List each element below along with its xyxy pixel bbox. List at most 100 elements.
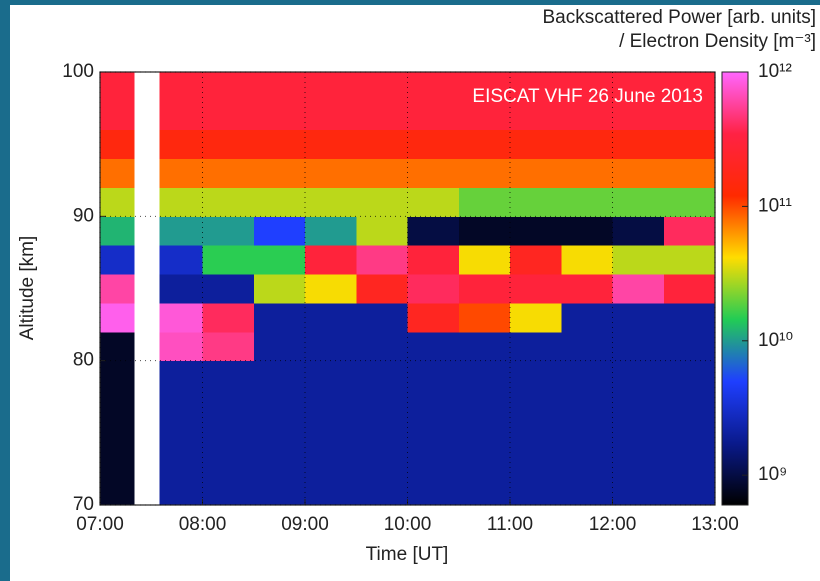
- heatmap-cell: [100, 216, 135, 246]
- heatmap-cell: [458, 360, 511, 391]
- heatmap: [100, 72, 716, 506]
- heatmap-cell: [663, 418, 716, 448]
- heatmap-cell: [202, 274, 255, 304]
- x-tick-label: 11:00: [487, 514, 533, 535]
- heatmap-cell: [202, 187, 255, 217]
- heatmap-cell: [612, 100, 665, 131]
- heatmap-cell: [100, 447, 135, 477]
- heatmap-cell: [612, 360, 665, 391]
- heatmap-cell: [561, 158, 613, 188]
- heatmap-cell: [202, 389, 255, 419]
- heatmap-cell: [510, 418, 562, 448]
- heatmap-cell: [100, 72, 135, 102]
- heatmap-cell: [202, 331, 255, 362]
- heatmap-cell: [407, 360, 460, 391]
- heatmap-cell: [159, 418, 203, 448]
- heatmap-cell: [159, 274, 203, 304]
- heatmap-cell: [458, 187, 511, 217]
- heatmap-cell: [202, 72, 255, 102]
- heatmap-cell: [407, 476, 460, 506]
- heatmap-cell: [356, 100, 408, 131]
- heatmap-cell: [612, 72, 665, 102]
- heatmap-cell: [663, 389, 716, 419]
- heatmap-cell: [253, 158, 306, 188]
- heatmap-cell: [458, 158, 511, 188]
- heatmap-cell: [202, 418, 255, 448]
- heatmap-cell: [253, 447, 306, 477]
- heatmap-cell: [561, 360, 613, 391]
- colorbar-label: Backscattered Power [arb. units]: [542, 7, 816, 28]
- heatmap-cell: [458, 129, 511, 160]
- heatmap-cell: [663, 245, 716, 275]
- heatmap-cell: [305, 100, 357, 131]
- heatmap-cell: [356, 72, 408, 102]
- heatmap-cell: [663, 331, 716, 362]
- heatmap-cell: [458, 100, 511, 131]
- heatmap-cell: [561, 447, 613, 477]
- heatmap-cell: [407, 187, 460, 217]
- heatmap-cell: [561, 72, 613, 102]
- heatmap-cell: [253, 331, 306, 362]
- heatmap-cell: [159, 72, 203, 102]
- heatmap-cell: [510, 72, 562, 102]
- heatmap-cell: [458, 245, 511, 275]
- heatmap-cell: [612, 418, 665, 448]
- heatmap-cell: [253, 216, 306, 246]
- heatmap-cell: [253, 129, 306, 160]
- heatmap-cell: [663, 72, 716, 102]
- colorbar-label: / Electron Density [m⁻³]: [619, 31, 816, 52]
- heatmap-cell: [159, 476, 203, 506]
- heatmap-cell: [100, 187, 135, 217]
- heatmap-cell: [356, 302, 408, 333]
- heatmap-cell: [100, 476, 135, 506]
- colorbar: [721, 71, 749, 506]
- heatmap-cell: [561, 245, 613, 275]
- y-tick-label: 80: [73, 350, 94, 371]
- heatmap-cell: [159, 331, 203, 362]
- heatmap-cell: [407, 389, 460, 419]
- heatmap-cell: [561, 216, 613, 246]
- heatmap-cell: [202, 245, 255, 275]
- heatmap-cell: [612, 476, 665, 506]
- heatmap-cell: [510, 302, 562, 333]
- x-tick-label: 10:00: [384, 514, 432, 535]
- heatmap-cell: [100, 274, 135, 304]
- heatmap-cell: [407, 331, 460, 362]
- x-tick-label: 08:00: [179, 514, 227, 535]
- heatmap-cell: [612, 274, 665, 304]
- heatmap-cell: [159, 302, 203, 333]
- heatmap-cell: [510, 158, 562, 188]
- heatmap-cell: [356, 158, 408, 188]
- heatmap-cell: [407, 216, 460, 246]
- heatmap-cell: [561, 331, 613, 362]
- heatmap-cell: [305, 129, 357, 160]
- heatmap-cell: [253, 476, 306, 506]
- heatmap-cell: [663, 302, 716, 333]
- heatmap-cell: [612, 158, 665, 188]
- heatmap-cell: [407, 100, 460, 131]
- heatmap-cell: [100, 158, 135, 188]
- colorbar-tick-label: 10¹²: [758, 61, 792, 82]
- heatmap-cell: [100, 302, 135, 333]
- heatmap-cell: [159, 158, 203, 188]
- heatmap-cell: [305, 72, 357, 102]
- heatmap-cell: [100, 360, 135, 391]
- heatmap-cell: [100, 389, 135, 419]
- heatmap-cell: [561, 418, 613, 448]
- heatmap-cell: [510, 447, 562, 477]
- x-tick-label: 12:00: [589, 514, 637, 535]
- heatmap-cell: [356, 331, 408, 362]
- heatmap-cell: [305, 245, 357, 275]
- heatmap-cell: [305, 302, 357, 333]
- heatmap-cell: [253, 274, 306, 304]
- y-tick-label: 100: [62, 61, 94, 82]
- heatmap-cell: [612, 302, 665, 333]
- heatmap-cell: [202, 129, 255, 160]
- colorbar-tick-label: 10¹¹: [758, 195, 792, 216]
- heatmap-cell: [561, 476, 613, 506]
- heatmap-cell: [612, 389, 665, 419]
- heatmap-cell: [458, 331, 511, 362]
- heatmap-cell: [159, 216, 203, 246]
- heatmap-cell: [510, 100, 562, 131]
- heatmap-cell: [561, 389, 613, 419]
